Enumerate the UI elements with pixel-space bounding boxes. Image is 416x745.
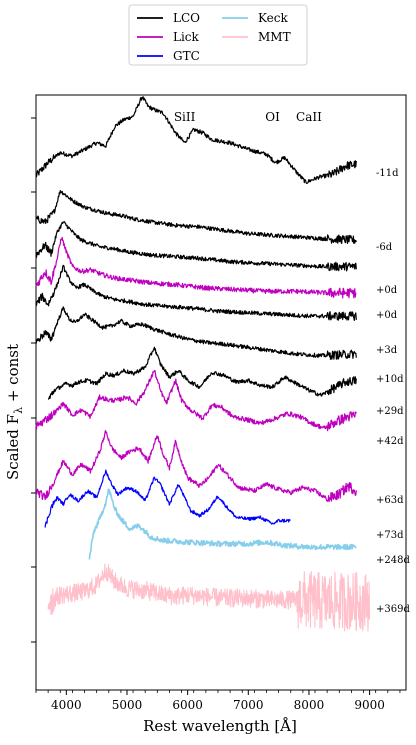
epoch-label: -11d <box>376 168 399 179</box>
spectrum-lco-p29d <box>48 346 357 400</box>
spectrum-line <box>35 369 357 432</box>
spectrum-lco-p0d <box>35 221 357 272</box>
legend-entry: MMT <box>258 30 291 44</box>
spectrum-lco-p3d <box>35 264 357 321</box>
epoch-label: +0d <box>376 285 398 296</box>
epoch-label: +73d <box>376 530 404 541</box>
spectrum-line <box>35 430 357 502</box>
spectrum-line <box>48 346 357 400</box>
spectrum-line <box>44 469 291 528</box>
legend: LCO Lick GTC Keck MMT <box>128 4 308 66</box>
spectrum-lick-p63d <box>35 430 357 502</box>
epoch-label: +248d <box>376 555 410 566</box>
epoch-label: -6d <box>376 242 393 253</box>
spectrum-line <box>35 306 357 360</box>
spectrum-lco-p10d <box>35 306 357 360</box>
x-tick-label: 8000 <box>294 698 325 712</box>
spectrum-line <box>35 190 357 245</box>
spectrum-line <box>35 96 357 184</box>
spectrum-line <box>35 264 357 321</box>
epoch-label: +63d <box>376 495 404 506</box>
epoch-label: +0d <box>376 310 398 321</box>
spectrum-lick-p0d <box>35 236 357 299</box>
epoch-labels: -11d -6d +0d +0d +3d +10d +29d +42d +63d +73d +248… <box>376 168 410 615</box>
x-tick-label: 5000 <box>112 698 143 712</box>
spectrum-line <box>35 236 357 299</box>
x-tick-label: 4000 <box>51 698 82 712</box>
annotation-caii: CaII <box>296 110 322 124</box>
legend-entry: LCO <box>173 11 200 25</box>
epoch-label: +42d <box>376 436 404 447</box>
x-axis-label: Rest wavelength [Å] <box>143 717 297 735</box>
spectrum-lco-m6d <box>35 190 357 245</box>
spectrum-lick-p42d <box>35 369 357 432</box>
spectrum-line <box>35 221 357 272</box>
spectrum-keck-p248d <box>88 488 357 560</box>
plot-axes: 4000 5000 6000 7000 8000 9000 <box>31 94 407 712</box>
line-annotations: SiII OI CaII <box>174 110 322 124</box>
y-axis-label: Scaled Fλ + const <box>4 344 25 480</box>
legend-box <box>128 4 308 66</box>
epoch-label: +369d <box>376 604 410 615</box>
legend-entry: GTC <box>173 49 200 63</box>
x-tick-label: 9000 <box>354 698 385 712</box>
epoch-label: +10d <box>376 374 404 385</box>
epoch-label: +3d <box>376 345 398 356</box>
spectrum-line <box>88 488 357 560</box>
plot-frame <box>35 94 407 691</box>
spectrum-line <box>47 563 371 632</box>
epoch-label: +29d <box>376 406 404 417</box>
spectra-series <box>35 96 371 632</box>
annotation-oi: OI <box>265 110 280 124</box>
spectrum-mmt-p369d <box>47 563 371 632</box>
legend-entry: Lick <box>173 30 200 44</box>
x-tick-label: 6000 <box>172 698 203 712</box>
annotation-siii: SiII <box>174 110 196 124</box>
x-tick-label: 7000 <box>233 698 264 712</box>
spectrum-lco-m11d <box>35 96 357 184</box>
legend-entry: Keck <box>258 11 288 25</box>
spectrum-gtc-p73d <box>44 469 291 528</box>
